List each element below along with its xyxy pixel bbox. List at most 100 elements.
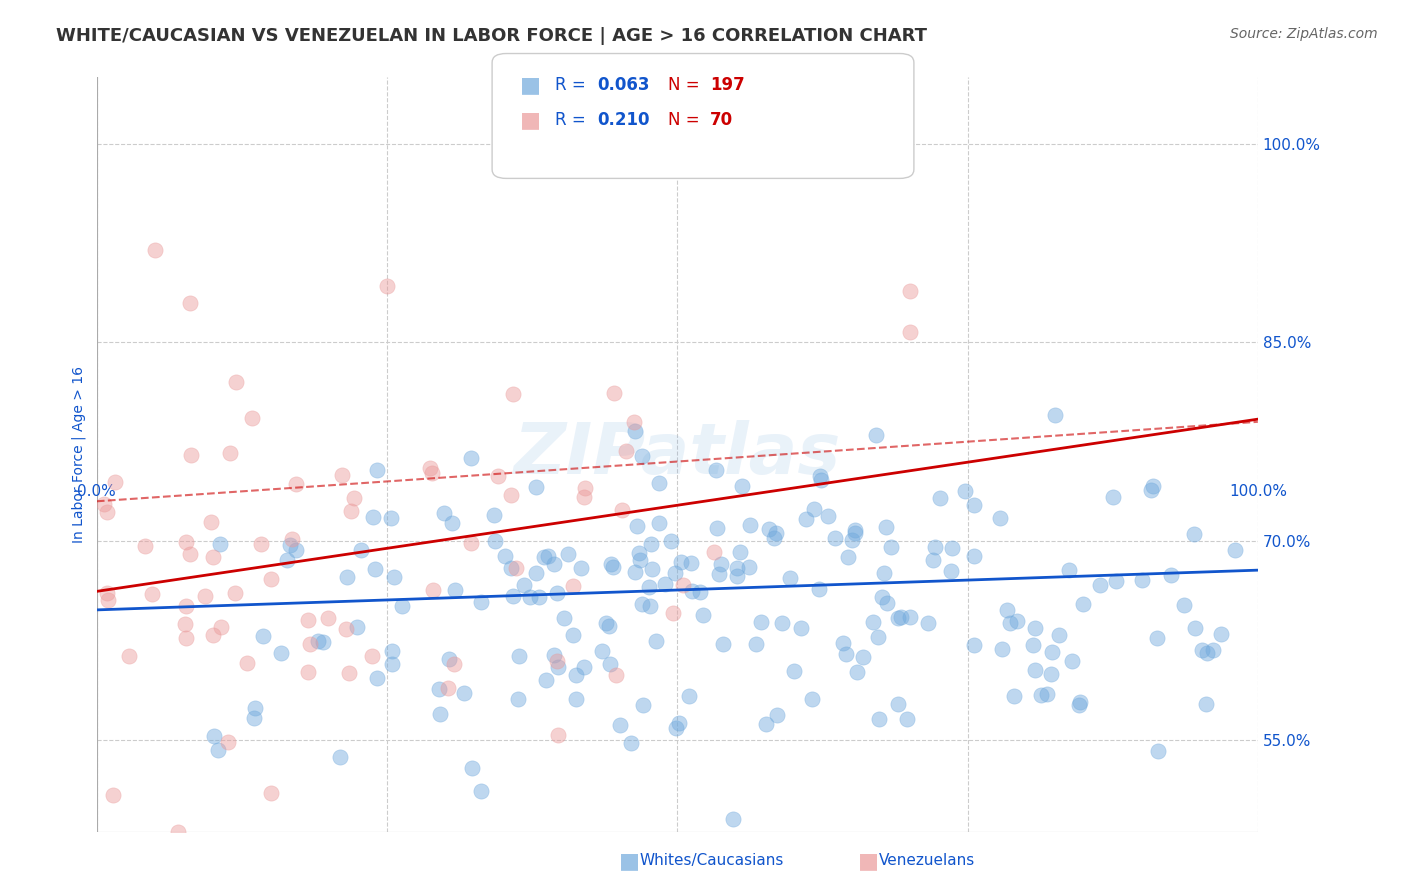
- Point: [631, 698, 654, 712]
- Point: [260, 786, 283, 800]
- Point: [1211, 627, 1233, 641]
- Point: [174, 599, 197, 613]
- Point: [1022, 638, 1045, 652]
- Point: [572, 490, 595, 504]
- Point: [626, 519, 648, 533]
- Point: [1105, 574, 1128, 588]
- Text: WHITE/CAUCASIAN VS VENEZUELAN IN LABOR FORCE | AGE > 16 CORRELATION CHART: WHITE/CAUCASIAN VS VENEZUELAN IN LABOR F…: [56, 27, 927, 45]
- Point: [875, 519, 897, 533]
- Point: [217, 735, 239, 749]
- Point: [1225, 543, 1247, 558]
- Point: [437, 681, 460, 695]
- Point: [382, 570, 405, 584]
- Point: [553, 611, 575, 625]
- Point: [506, 692, 529, 706]
- Point: [602, 560, 624, 574]
- Point: [623, 415, 645, 429]
- Point: [758, 523, 780, 537]
- Point: [876, 596, 898, 610]
- Text: Whites/Caucasians: Whites/Caucasians: [640, 854, 785, 868]
- Point: [297, 613, 319, 627]
- Point: [209, 620, 232, 634]
- Point: [990, 642, 1012, 657]
- Point: [519, 591, 541, 605]
- Point: [845, 665, 868, 679]
- Point: [661, 606, 683, 620]
- Point: [921, 553, 943, 567]
- Point: [765, 707, 787, 722]
- Point: [201, 549, 224, 564]
- Point: [609, 718, 631, 732]
- Point: [1184, 621, 1206, 635]
- Point: [665, 722, 688, 736]
- Point: [803, 502, 825, 516]
- Point: [564, 692, 586, 706]
- Point: [862, 615, 884, 629]
- Point: [844, 523, 866, 537]
- Point: [810, 473, 832, 487]
- Text: ZIPatlas: ZIPatlas: [513, 420, 841, 490]
- Point: [461, 761, 484, 775]
- Point: [648, 476, 671, 491]
- Point: [224, 586, 246, 600]
- Point: [243, 711, 266, 725]
- Point: [101, 788, 124, 802]
- Point: [641, 562, 664, 576]
- Point: [595, 615, 617, 630]
- Point: [505, 561, 527, 575]
- Point: [654, 576, 676, 591]
- Point: [143, 243, 166, 257]
- Text: 197: 197: [710, 76, 745, 94]
- Point: [207, 742, 229, 756]
- Point: [605, 668, 627, 682]
- Point: [955, 483, 977, 498]
- Point: [1147, 744, 1170, 758]
- Point: [672, 577, 695, 591]
- Point: [533, 549, 555, 564]
- Point: [1069, 695, 1091, 709]
- Point: [486, 469, 509, 483]
- Point: [219, 446, 242, 460]
- Point: [96, 505, 118, 519]
- Point: [1007, 614, 1029, 628]
- Point: [141, 587, 163, 601]
- Point: [624, 424, 647, 438]
- Point: [765, 525, 787, 540]
- Text: ■: ■: [520, 75, 541, 95]
- Point: [887, 611, 910, 625]
- Point: [1101, 491, 1123, 505]
- Point: [494, 549, 516, 564]
- Point: [824, 531, 846, 545]
- Point: [572, 660, 595, 674]
- Point: [298, 637, 321, 651]
- Point: [381, 644, 404, 658]
- Point: [1024, 621, 1046, 635]
- Point: [630, 449, 652, 463]
- Point: [868, 712, 890, 726]
- Point: [1024, 663, 1046, 677]
- Text: ■: ■: [619, 851, 640, 871]
- Point: [929, 491, 952, 505]
- Point: [366, 671, 388, 685]
- Y-axis label: In Labor Force | Age > 16: In Labor Force | Age > 16: [72, 367, 86, 543]
- Point: [896, 712, 918, 726]
- Point: [537, 549, 560, 563]
- Point: [179, 295, 201, 310]
- Point: [995, 603, 1018, 617]
- Point: [420, 466, 443, 480]
- Point: [316, 610, 339, 624]
- Point: [796, 512, 818, 526]
- Point: [738, 560, 761, 574]
- Point: [330, 467, 353, 482]
- Point: [278, 538, 301, 552]
- Point: [725, 561, 748, 575]
- Point: [439, 652, 461, 666]
- Point: [1130, 573, 1153, 587]
- Point: [783, 665, 806, 679]
- Text: Source: ZipAtlas.com: Source: ZipAtlas.com: [1230, 27, 1378, 41]
- Point: [174, 617, 197, 632]
- Point: [543, 648, 565, 662]
- Point: [240, 411, 263, 425]
- Point: [440, 516, 463, 530]
- Point: [1069, 698, 1091, 713]
